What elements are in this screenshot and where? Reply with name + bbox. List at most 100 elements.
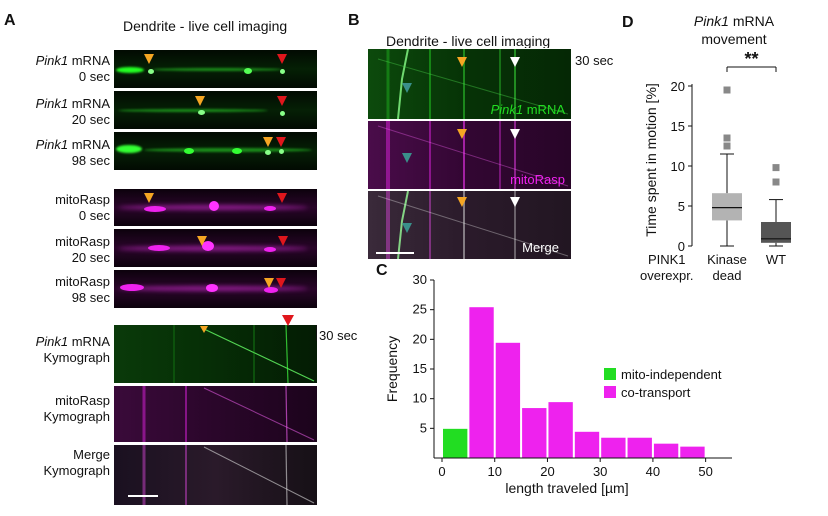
x-tick-label: 50 bbox=[698, 464, 712, 479]
gene-name: Pink1 bbox=[35, 53, 69, 68]
red-arrowhead bbox=[278, 236, 288, 246]
row-label-line2: overexpr. bbox=[640, 268, 694, 283]
box-wt bbox=[761, 222, 791, 243]
b-mito-label: mitoRasp bbox=[510, 172, 565, 187]
y-tick-label: 20 bbox=[671, 79, 685, 94]
boxplot-chart: 0 5 10 15 20 Time spent in motion [%] Kinasede… bbox=[643, 50, 791, 283]
mrna-image-20s bbox=[113, 90, 318, 130]
orange-arrowhead bbox=[264, 278, 274, 288]
red-arrowhead bbox=[282, 315, 294, 326]
outlier-wt bbox=[772, 178, 780, 186]
x-tick-label: 10 bbox=[487, 464, 501, 479]
row-label-line1: PINK1 bbox=[647, 252, 686, 267]
panel-a-row-label-2: Pink1 mRNA 20 sec bbox=[36, 96, 110, 128]
y-axis-title: Frequency bbox=[384, 336, 400, 402]
panel-d-letter: D bbox=[622, 14, 634, 31]
panel-a-title: Dendrite - live cell imaging bbox=[123, 18, 288, 34]
time-label: 20 sec bbox=[71, 250, 110, 265]
y-tick-label: 25 bbox=[413, 302, 427, 317]
mito-kymograph bbox=[113, 385, 318, 443]
kymo-scale-bar bbox=[316, 325, 317, 341]
gene-name: Pink1 bbox=[35, 334, 69, 349]
time-label: 0 sec bbox=[78, 208, 110, 223]
mrna-image-0s bbox=[113, 49, 318, 89]
outlier-kinase-dead bbox=[723, 142, 731, 150]
panel-a-row-label-4: mitoRasp 0 sec bbox=[55, 192, 110, 224]
time-label: 98 sec bbox=[71, 290, 110, 305]
bar-co-transport-15 bbox=[521, 407, 548, 459]
orange-arrowhead bbox=[263, 137, 273, 147]
significance-stars: ** bbox=[744, 50, 758, 69]
gene-suffix: mRNA bbox=[68, 334, 110, 349]
red-arrowhead bbox=[277, 96, 287, 106]
y-axis-title: Time spent in motion [%] bbox=[643, 83, 659, 237]
x-tick-label: 0 bbox=[438, 464, 445, 479]
legend-label: mito-independent bbox=[621, 367, 722, 382]
bar-co-transport-25 bbox=[573, 430, 601, 459]
kymo-scale-label: 30 sec bbox=[319, 328, 358, 343]
white-arrowhead bbox=[510, 57, 520, 67]
title-rest: mRNA bbox=[728, 13, 775, 29]
kymo-sub: Kymograph bbox=[43, 463, 110, 478]
panel-a-row-label-1: Pink1 mRNA 0 sec bbox=[36, 53, 110, 85]
b-mrna-label: Pink1 mRNA bbox=[491, 102, 565, 117]
legend-swatch bbox=[604, 386, 616, 398]
kymo-label-mito: mitoRasp Kymograph bbox=[44, 393, 110, 425]
y-tick-label: 15 bbox=[413, 361, 427, 376]
gene-name: Pink1 bbox=[35, 137, 69, 152]
legend-swatch bbox=[604, 368, 616, 380]
panel-c-letter: C bbox=[376, 262, 388, 279]
orange-arrowhead bbox=[457, 57, 467, 67]
panel-b-letter: B bbox=[348, 12, 360, 29]
orange-arrowhead bbox=[144, 193, 154, 203]
panel-b-title: Dendrite - live cell imaging bbox=[386, 33, 551, 49]
title-line2: movement bbox=[701, 31, 767, 47]
group-label-wt: WT bbox=[766, 252, 786, 267]
y-tick-label: 30 bbox=[413, 272, 427, 287]
orange-arrowhead bbox=[144, 54, 154, 64]
x-axis-title: length traveled [µm] bbox=[505, 480, 628, 496]
bar-co-transport-45 bbox=[679, 445, 706, 459]
orange-arrowhead bbox=[457, 197, 467, 207]
y-tick-label: 15 bbox=[671, 119, 685, 134]
bar-mito-independent-0 bbox=[442, 427, 469, 459]
y-tick-label: 0 bbox=[678, 239, 685, 254]
y-tick-label: 20 bbox=[413, 331, 427, 346]
title-gene: Pink1 bbox=[693, 13, 729, 29]
gene-name: Pink1 bbox=[490, 102, 524, 117]
panel-b-scale-label: 30 sec bbox=[575, 53, 614, 68]
bar-co-transport-30 bbox=[600, 436, 627, 459]
bar-co-transport-20 bbox=[547, 401, 574, 459]
mito-image-0s bbox=[113, 188, 318, 227]
red-arrowhead bbox=[277, 54, 287, 64]
mito-image-20s bbox=[113, 228, 318, 268]
y-tick-label: 10 bbox=[671, 159, 685, 174]
white-arrowhead bbox=[510, 129, 520, 139]
outlier-wt bbox=[772, 164, 780, 172]
panel-a-row-label-6: mitoRasp 98 sec bbox=[55, 274, 110, 306]
y-tick-label: 5 bbox=[420, 420, 427, 435]
gene-name: mitoRasp bbox=[55, 192, 110, 207]
teal-arrowhead bbox=[402, 153, 412, 163]
y-tick-label: 5 bbox=[678, 199, 685, 214]
kymo-sub: Kymograph bbox=[43, 350, 110, 365]
group-label-line2-kinase-dead: dead bbox=[713, 268, 742, 283]
gene-name: mitoRasp bbox=[55, 393, 110, 408]
merge-kymograph bbox=[113, 444, 318, 506]
bar-co-transport-40 bbox=[652, 442, 680, 459]
gene-name: Pink1 bbox=[35, 96, 69, 111]
x-tick-label: 40 bbox=[646, 464, 660, 479]
x-tick-label: 20 bbox=[540, 464, 554, 479]
b-merge-label: Merge bbox=[522, 240, 559, 255]
bar-co-transport-5 bbox=[468, 306, 495, 459]
gene-name: Merge bbox=[73, 447, 110, 462]
bar-co-transport-10 bbox=[494, 341, 522, 459]
panel-a-letter: A bbox=[4, 12, 16, 29]
gene-name: mitoRasp bbox=[55, 234, 110, 249]
b-mito-kymograph: mitoRasp bbox=[367, 120, 572, 190]
gene-suffix: mRNA bbox=[523, 102, 565, 117]
b-mrna-kymograph: Pink1 mRNA bbox=[367, 48, 572, 120]
time-label: 0 sec bbox=[78, 69, 110, 84]
orange-arrowhead bbox=[195, 96, 205, 106]
